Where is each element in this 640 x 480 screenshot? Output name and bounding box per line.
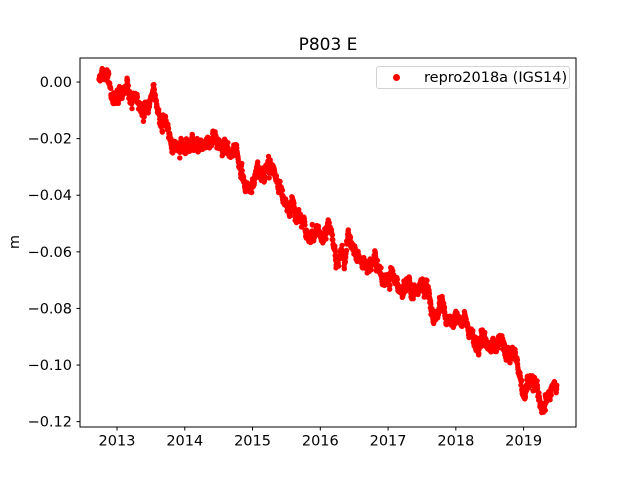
legend: repro2018a (IGS14) — [376, 66, 570, 89]
axes-frame — [79, 57, 577, 428]
legend-marker-dot-icon — [393, 74, 400, 81]
y-tick-label: −0.04 — [28, 188, 72, 204]
x-tick-label: 2016 — [302, 434, 339, 450]
x-tick-label: 2018 — [437, 434, 474, 450]
y-tick-label: −0.08 — [28, 301, 72, 317]
y-tick-label: −0.12 — [28, 415, 72, 431]
x-tick-label: 2015 — [234, 434, 271, 450]
x-tick-label: 2013 — [99, 434, 136, 450]
y-tick-label: −0.02 — [28, 132, 72, 148]
plot-title: P803 E — [298, 35, 358, 55]
y-tick-label: −0.06 — [28, 245, 72, 261]
legend-series-label: repro2018a (IGS14) — [424, 69, 568, 86]
scatter-points — [96, 65, 560, 416]
x-tick-label: 2014 — [166, 434, 203, 450]
y-tick-label: 0.00 — [40, 75, 72, 91]
y-tick-label: −0.10 — [28, 358, 72, 374]
x-tick-label: 2017 — [370, 434, 407, 450]
x-tick-label: 2019 — [505, 434, 542, 450]
